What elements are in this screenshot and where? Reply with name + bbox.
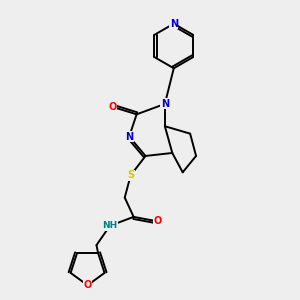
Text: S: S bbox=[127, 170, 134, 180]
Text: N: N bbox=[125, 132, 133, 142]
Text: N: N bbox=[161, 99, 169, 109]
Text: N: N bbox=[170, 19, 178, 29]
Text: NH: NH bbox=[102, 221, 118, 230]
Text: O: O bbox=[153, 216, 162, 226]
Text: O: O bbox=[83, 280, 92, 290]
Text: O: O bbox=[109, 102, 117, 112]
